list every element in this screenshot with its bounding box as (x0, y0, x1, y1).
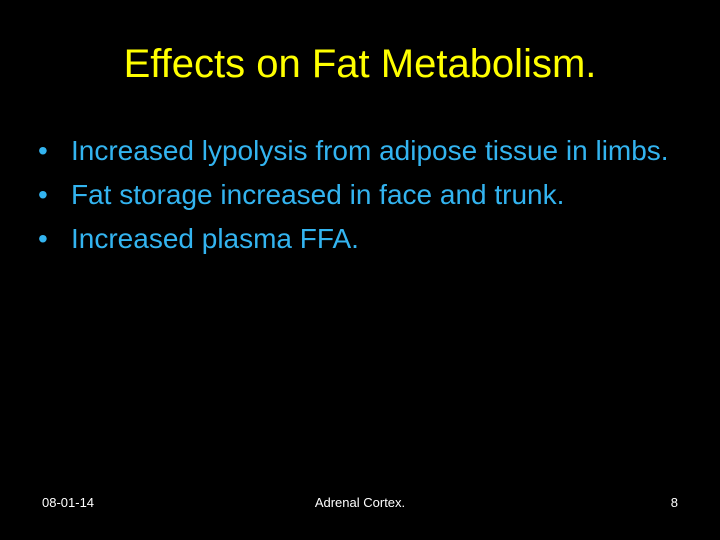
bullet-text: Increased lypolysis from adipose tissue … (71, 135, 669, 166)
bullet-item: • Fat storage increased in face and trunk… (38, 178, 678, 212)
bullet-list: • Increased lypolysis from adipose tissue… (38, 134, 678, 266)
footer-page: 8 (670, 495, 678, 510)
bullet-item: • Increased plasma FFA. (38, 222, 678, 256)
footer-date: 08-01-14 (42, 495, 95, 510)
bullet-symbol: • (38, 223, 48, 254)
bullet-text: Increased plasma FFA. (71, 223, 359, 254)
bullet-symbol: • (38, 135, 48, 166)
bullet-item: • Increased lypolysis from adipose tissue… (38, 134, 678, 168)
bullet-text: Fat storage increased in face and trunk. (71, 179, 565, 210)
slide-title: Effects on Fat Metabolism. (123, 42, 597, 86)
bullet-symbol: • (38, 179, 48, 210)
footer-center: Adrenal Cortex. (314, 495, 406, 510)
